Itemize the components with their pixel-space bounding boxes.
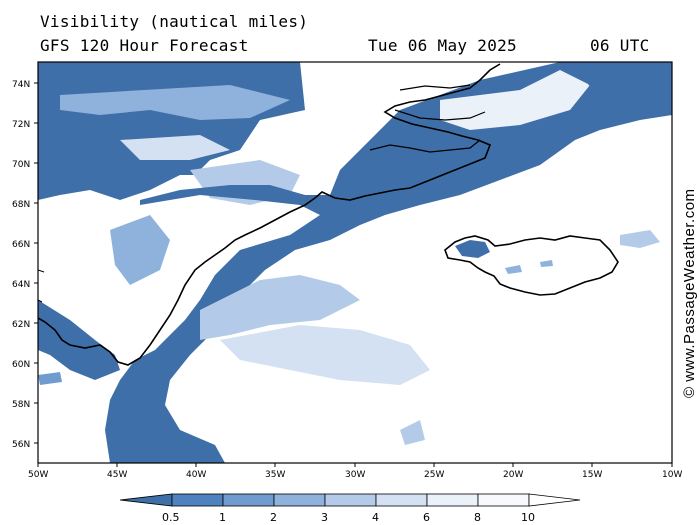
- colorbar-swatch: [119, 493, 173, 507]
- lat-label: 66N: [12, 240, 30, 250]
- colorbar-label: 10: [521, 511, 535, 524]
- colorbar-label: 3: [321, 511, 328, 524]
- colorbar-label: 4: [372, 511, 379, 524]
- lon-label: 25W: [424, 470, 444, 480]
- lon-label: 30W: [345, 470, 365, 480]
- colorbar-swatch: [477, 493, 530, 507]
- colorbar-label: 0.5: [162, 511, 180, 524]
- colorbar-swatch: [324, 493, 377, 507]
- lat-label: 64N: [12, 280, 30, 290]
- lat-label: 74N: [12, 80, 30, 90]
- colorbar-swatch: [426, 493, 479, 507]
- coastline: [38, 63, 501, 366]
- colorbar-label: 6: [423, 511, 430, 524]
- lat-label: 72N: [12, 120, 30, 130]
- latitude-ticks: 74N 72N 70N 68N 66N 64N 62N 60N 58N 56N: [12, 80, 38, 450]
- low-visibility-region: [105, 62, 672, 463]
- moderate-visibility-region: [110, 215, 170, 285]
- coastline: [38, 269, 45, 303]
- lat-label: 68N: [12, 200, 30, 210]
- map-field: [38, 62, 672, 463]
- forecast-date: Tue 06 May 2025: [368, 36, 517, 55]
- lon-label: 50W: [28, 470, 48, 480]
- moderate-visibility-region: [200, 275, 360, 340]
- moderate-visibility-region: [220, 325, 430, 385]
- moderate-visibility-region: [400, 420, 425, 445]
- colorbar-swatch: [375, 493, 428, 507]
- lat-label: 56N: [12, 440, 30, 450]
- longitude-ticks: 50W 45W 40W 35W 30W 25W 20W 15W 10W: [28, 463, 682, 480]
- lon-label: 35W: [265, 470, 285, 480]
- credit-watermark: © www.PassageWeather.com: [681, 188, 698, 398]
- lon-label: 10W: [662, 470, 682, 480]
- colorbar-swatch: [171, 493, 224, 507]
- colorbar-swatch: [528, 493, 581, 507]
- moderate-visibility-region: [38, 372, 62, 385]
- lat-label: 60N: [12, 360, 30, 370]
- colorbar-label: 2: [270, 511, 277, 524]
- moderate-visibility-region: [505, 260, 553, 274]
- forecast-label: GFS 120 Hour Forecast: [40, 36, 249, 55]
- colorbar-label: 1: [219, 511, 226, 524]
- coastline: [369, 84, 486, 153]
- low-visibility-region: [38, 300, 120, 380]
- lat-label: 70N: [12, 160, 30, 170]
- low-visibility-region: [455, 240, 490, 258]
- lat-label: 62N: [12, 320, 30, 330]
- lon-label: 20W: [503, 470, 523, 480]
- lat-label: 58N: [12, 400, 30, 410]
- colorbar: 0.5 1 2 3 4 6 8 10: [119, 493, 581, 524]
- moderate-visibility-region: [60, 85, 290, 120]
- colorbar-swatch: [273, 493, 326, 507]
- colorbar-label: 8: [474, 511, 481, 524]
- lon-label: 40W: [186, 470, 206, 480]
- moderate-visibility-region: [120, 135, 230, 160]
- lon-label: 45W: [107, 470, 127, 480]
- colorbar-swatch: [222, 493, 275, 507]
- moderate-visibility-region: [620, 230, 660, 248]
- lon-label: 15W: [582, 470, 602, 480]
- low-visibility-region: [585, 62, 672, 115]
- map-title: Visibility (nautical miles): [40, 12, 309, 31]
- forecast-time: 06 UTC: [590, 36, 650, 55]
